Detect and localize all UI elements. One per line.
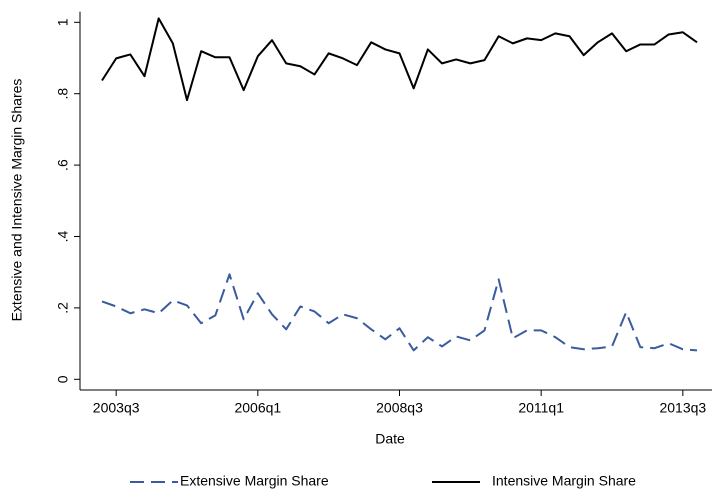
x-axis-title: Date — [375, 431, 405, 447]
y-tick-label: 1 — [55, 18, 71, 26]
x-tick-label: 2003q3 — [93, 400, 140, 416]
x-tick-label: 2013q3 — [659, 400, 706, 416]
y-tick-label: 0 — [55, 375, 71, 383]
x-tick-label: 2011q1 — [518, 400, 564, 416]
y-tick-label: .2 — [55, 302, 71, 314]
y-tick-label: .8 — [55, 88, 71, 100]
series-line — [101, 17, 698, 102]
legend-label: Extensive Margin Share — [180, 473, 329, 489]
y-tick-label: .4 — [55, 230, 71, 242]
x-tick-label: 2008q3 — [376, 400, 423, 416]
y-axis-title: Extensive and Intensive Margin Shares — [9, 79, 25, 322]
legend-label: Intensive Margin Share — [492, 473, 636, 489]
series-line — [101, 273, 698, 352]
y-tick-label: .6 — [55, 159, 71, 171]
x-tick-label: 2006q1 — [234, 400, 281, 416]
